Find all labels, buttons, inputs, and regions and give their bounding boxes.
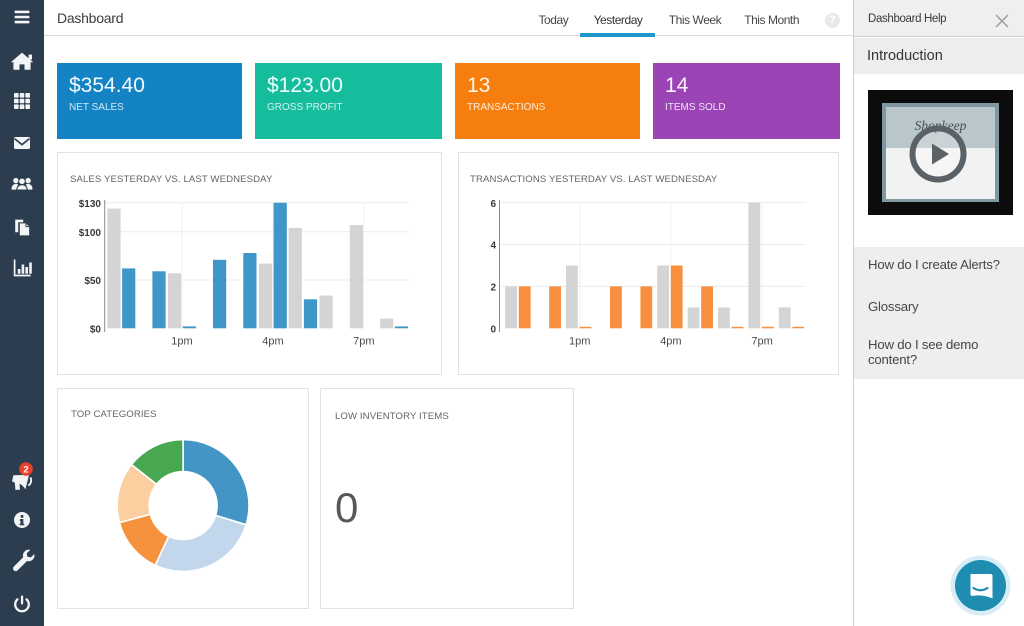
svg-text:6: 6	[490, 199, 496, 210]
svg-text:$130: $130	[79, 199, 102, 210]
svg-text:7pm: 7pm	[751, 336, 772, 348]
svg-text:$0: $0	[90, 325, 102, 336]
svg-text:1pm: 1pm	[569, 336, 590, 348]
svg-text:1pm: 1pm	[171, 336, 192, 348]
svg-text:0: 0	[490, 325, 496, 336]
svg-text:4pm: 4pm	[262, 336, 283, 348]
svg-text:7pm: 7pm	[353, 336, 374, 348]
svg-text:4pm: 4pm	[660, 336, 681, 348]
svg-text:$50: $50	[84, 276, 101, 287]
svg-text:$100: $100	[79, 228, 102, 239]
svg-text:2: 2	[490, 283, 496, 294]
svg-text:2: 2	[23, 464, 28, 475]
svg-text:4: 4	[490, 241, 496, 252]
